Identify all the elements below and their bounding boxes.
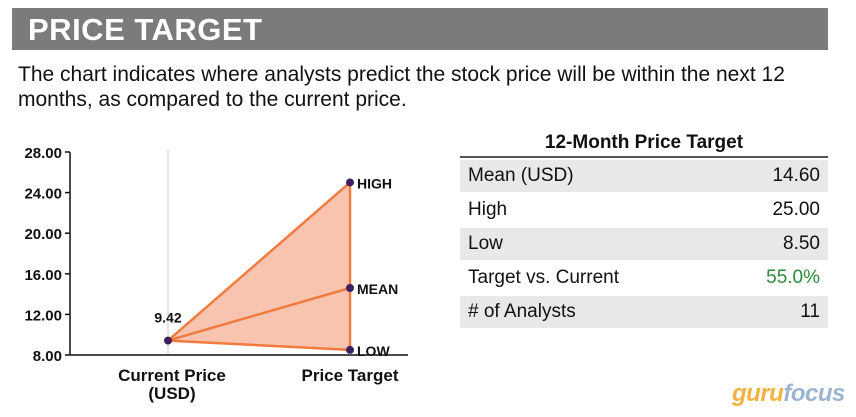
row-label: Mean (USD) — [468, 165, 574, 186]
logo-part-guru: guru — [732, 380, 784, 407]
row-value: 8.50 — [783, 233, 820, 254]
current-price-point — [164, 336, 172, 345]
row-label: Low — [468, 233, 503, 254]
y-tick-label: 8.00 — [33, 348, 62, 365]
row-value: 25.00 — [772, 199, 820, 220]
y-tick-label: 20.00 — [24, 226, 62, 243]
current-price-label: 9.42 — [154, 310, 181, 326]
price-target-table: 12-Month Price Target Mean (USD) 14.60 H… — [460, 130, 828, 328]
y-tick-label: 24.00 — [24, 186, 62, 203]
x-category-label: (USD) — [148, 384, 195, 403]
price-target-chart: 28.00 24.00 20.00 16.00 12.00 8.00 9.42 HIGH MEA… — [24, 145, 408, 403]
y-tick-label: 28.00 — [24, 145, 62, 162]
y-tick-label: 12.00 — [24, 307, 62, 324]
row-label: # of Analysts — [468, 301, 576, 322]
high-label: HIGH — [357, 175, 392, 191]
row-value: 55.0% — [766, 267, 820, 288]
table-title: 12-Month Price Target — [460, 130, 828, 158]
page-title: PRICE TARGET — [28, 12, 263, 47]
description-text: The chart indicates where analysts predi… — [18, 63, 785, 111]
table-row-target-vs-current: Target vs. Current 55.0% — [460, 262, 828, 294]
mean-label: MEAN — [357, 281, 398, 297]
row-label: High — [468, 199, 508, 220]
logo-part-focus: focus — [783, 380, 845, 407]
target-range-area — [166, 181, 352, 352]
gurufocus-logo: gurufocus — [732, 380, 845, 408]
table-row-mean: Mean (USD) 14.60 — [460, 160, 828, 192]
mean-line — [167, 286, 351, 342]
header-bar: PRICE TARGET — [12, 8, 828, 50]
high-point — [346, 178, 354, 187]
x-category-label: Current Price — [118, 366, 226, 385]
table-row-low: Low 8.50 — [460, 228, 828, 260]
y-tick-label: 16.00 — [24, 267, 62, 284]
row-label: Target vs. Current — [468, 267, 619, 288]
low-point — [346, 345, 354, 354]
row-value: 14.60 — [772, 165, 820, 186]
mean-point — [346, 284, 354, 293]
table-row-analysts: # of Analysts 11 — [460, 296, 828, 328]
low-label: LOW — [357, 343, 390, 359]
x-category-label: Price Target — [301, 366, 398, 385]
row-value: 11 — [800, 301, 820, 322]
table-row-high: High 25.00 — [460, 194, 828, 226]
